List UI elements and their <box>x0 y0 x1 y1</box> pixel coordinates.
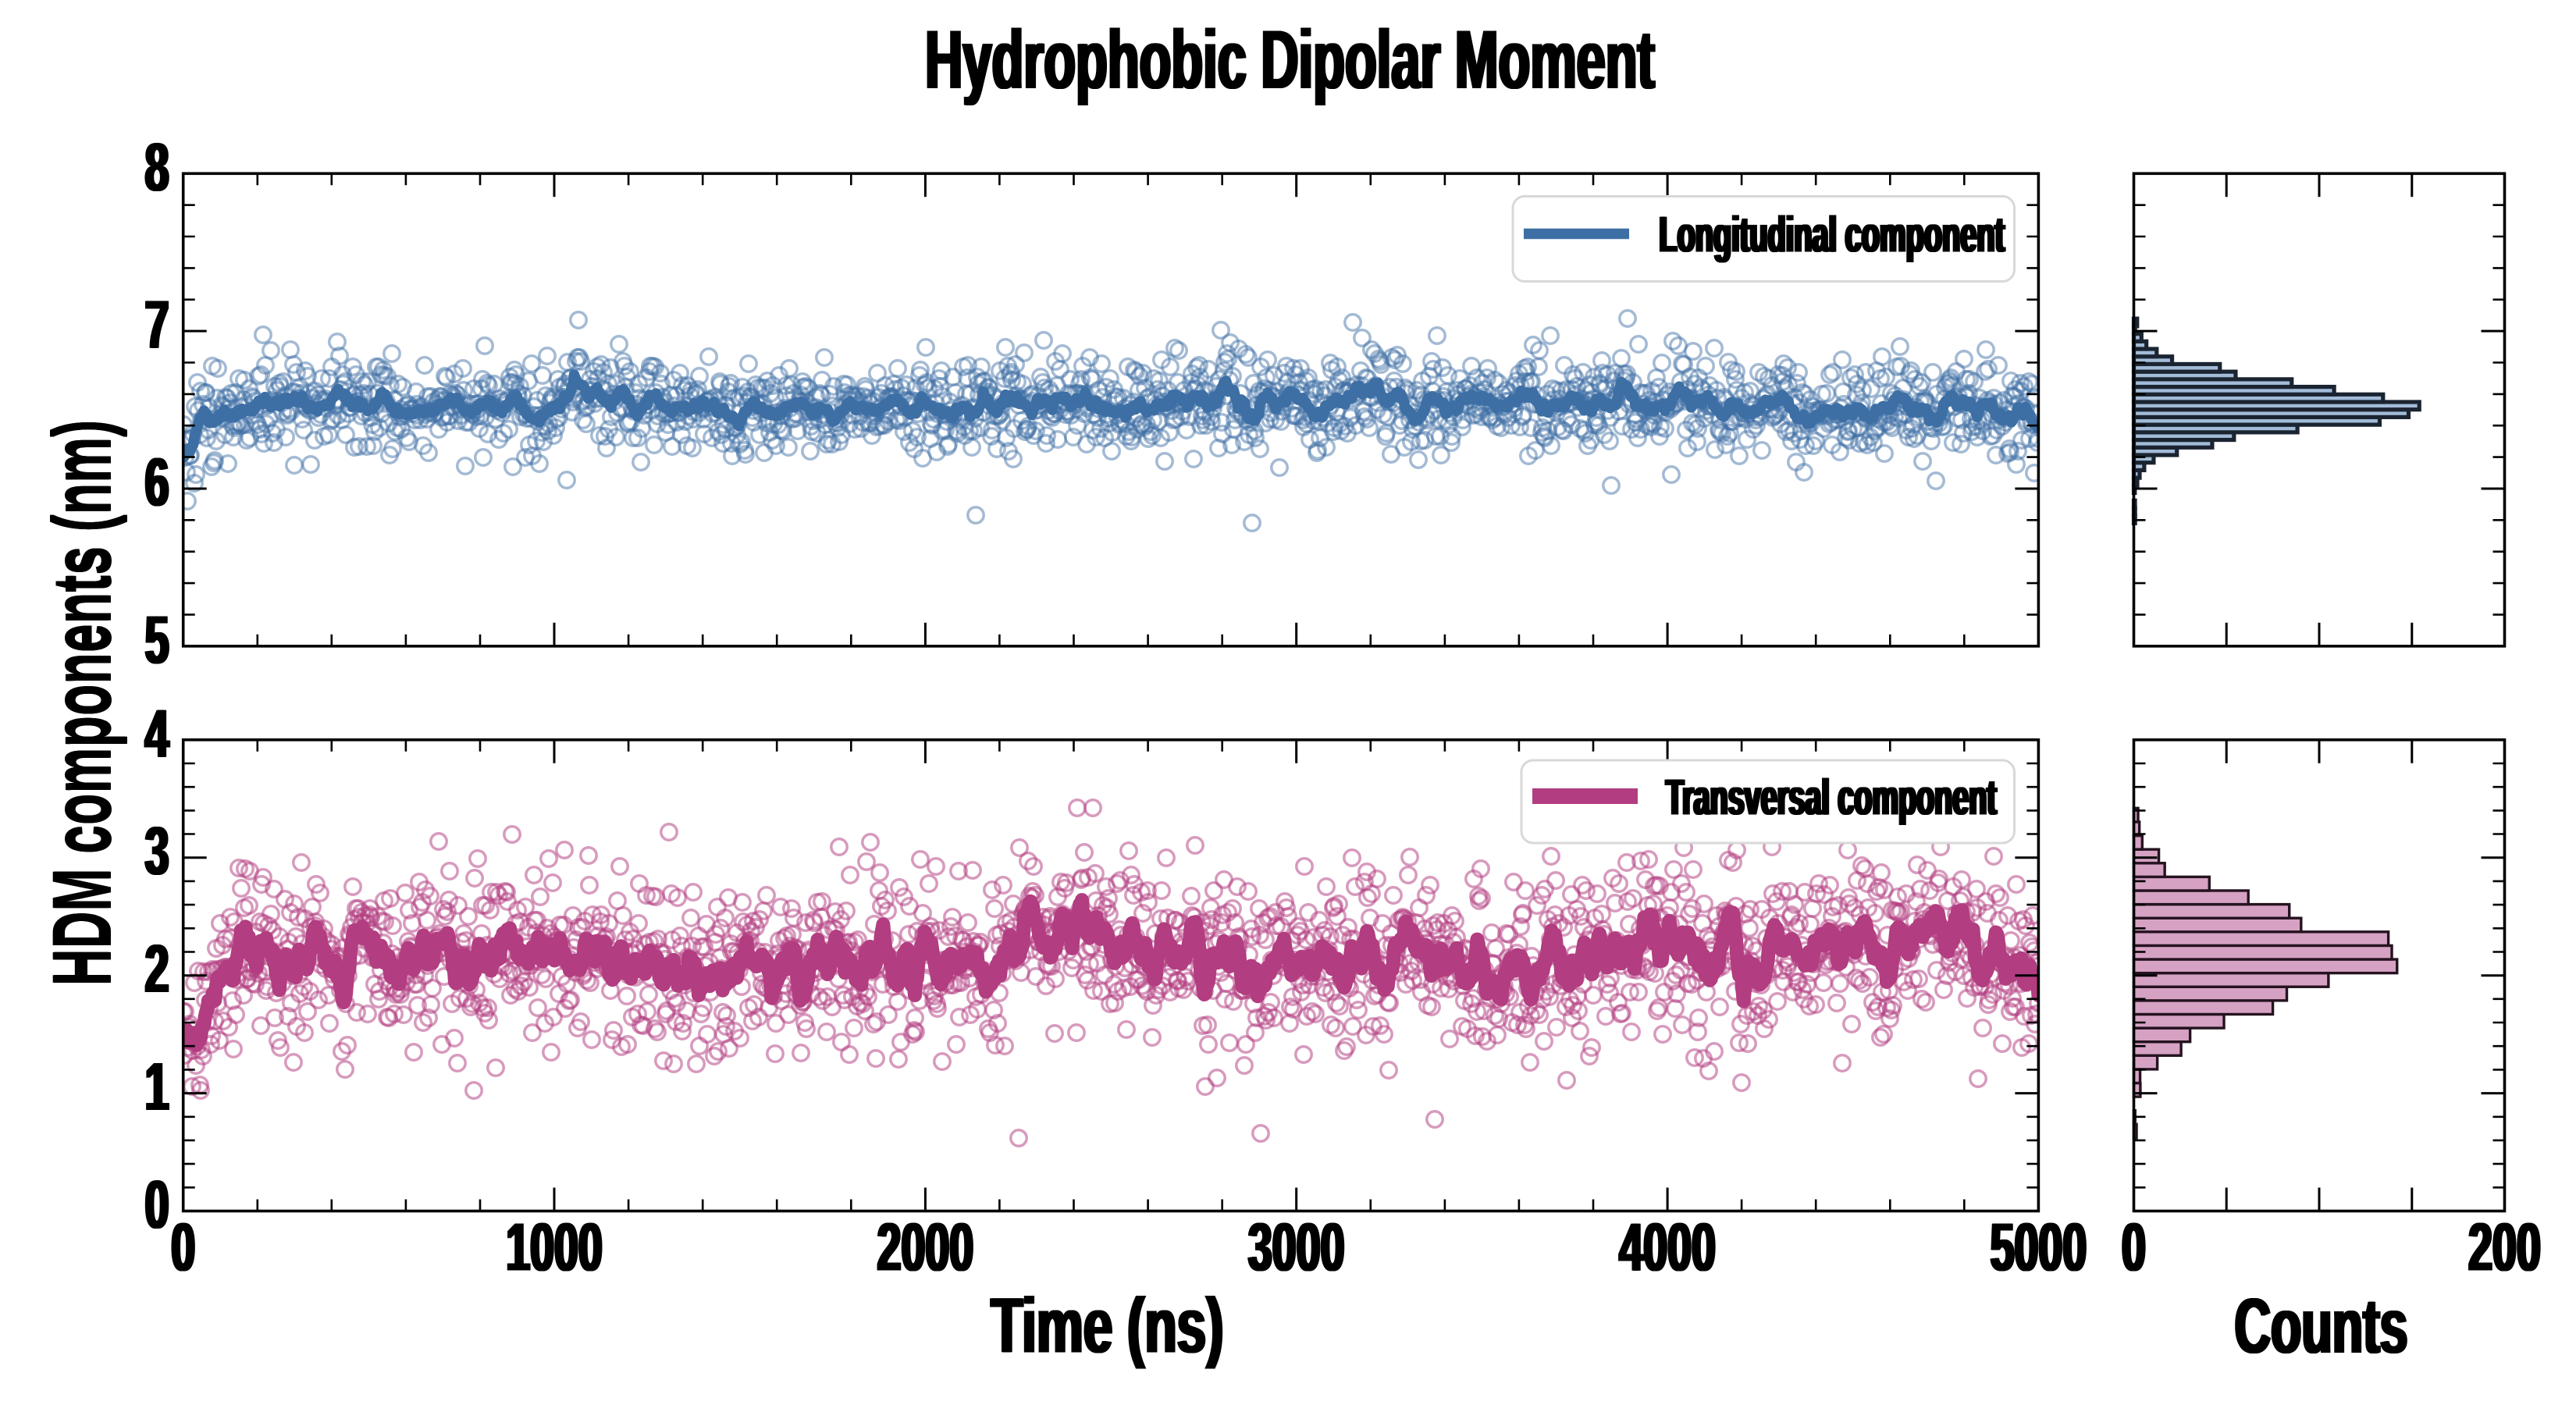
svg-text:8: 8 <box>147 129 171 205</box>
svg-text:1: 1 <box>147 1048 171 1125</box>
svg-text:6: 6 <box>147 444 171 521</box>
svg-text:2: 2 <box>147 930 171 1007</box>
svg-text:Longitudinal component: Longitudinal component <box>1660 207 2006 263</box>
svg-text:0: 0 <box>2123 1209 2147 1286</box>
svg-text:0: 0 <box>173 1209 197 1286</box>
svg-text:0: 0 <box>147 1166 171 1243</box>
svg-text:7: 7 <box>147 286 171 363</box>
svg-text:5000: 5000 <box>1992 1209 2089 1286</box>
svg-text:HDM components (nm): HDM components (nm) <box>39 420 128 987</box>
svg-text:3: 3 <box>147 813 171 889</box>
svg-text:5: 5 <box>147 602 171 678</box>
svg-text:4: 4 <box>147 695 171 772</box>
svg-text:1000: 1000 <box>507 1209 604 1286</box>
svg-text:Time (ns): Time (ns) <box>992 1282 1225 1369</box>
svg-text:3000: 3000 <box>1250 1209 1347 1286</box>
svg-text:4000: 4000 <box>1621 1209 1717 1286</box>
svg-text:Hydrophobic Dipolar Moment: Hydrophobic Dipolar Moment <box>927 12 1656 106</box>
svg-text:Transversal component: Transversal component <box>1667 770 1998 826</box>
svg-text:200: 200 <box>2470 1209 2542 1286</box>
svg-text:2000: 2000 <box>879 1209 976 1286</box>
svg-text:Counts: Counts <box>2236 1282 2409 1370</box>
